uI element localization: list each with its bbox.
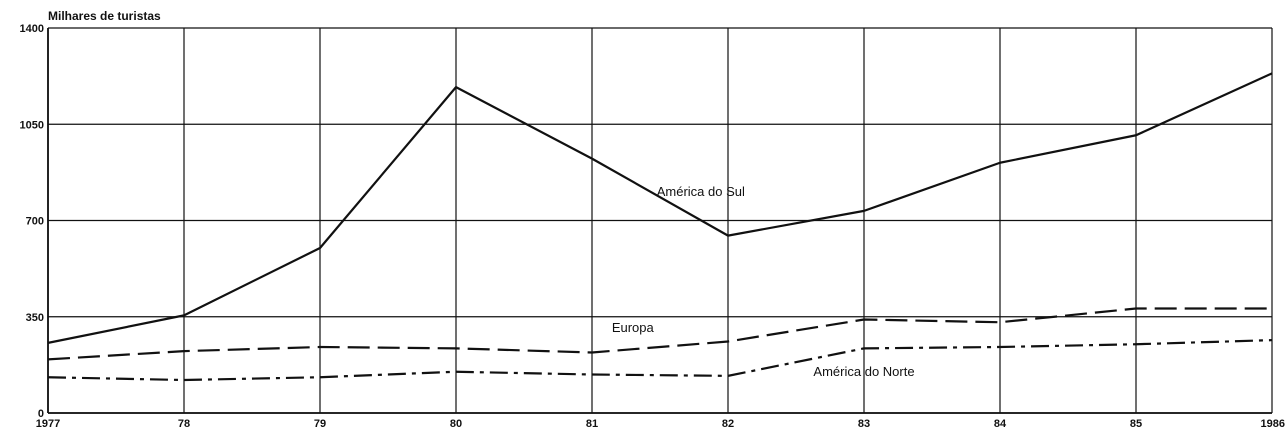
x-tick-label-83: 83 bbox=[858, 418, 870, 430]
series-line-américa-do-norte bbox=[47, 339, 1273, 382]
y-axis-title: Milhares de turistas bbox=[48, 9, 161, 23]
y-tick-label-1400: 1400 bbox=[20, 23, 44, 35]
x-tick-label-85: 85 bbox=[1130, 418, 1142, 430]
x-tick-label-79: 79 bbox=[314, 418, 326, 430]
series-label-américa-do-sul: América do Sul bbox=[657, 184, 745, 199]
labels: Milhares de turistas América do Sul Europa… bbox=[48, 9, 915, 379]
y-tick-label-350: 350 bbox=[26, 312, 44, 324]
series-lines bbox=[47, 72, 1273, 382]
x-tick-label-82: 82 bbox=[722, 418, 734, 430]
x-tick-label-1986: 1986 bbox=[1261, 418, 1285, 430]
axes: 0 350 700 1050 1400 1977 78 79 80 81 82 83 84 85 1986 bbox=[20, 23, 1285, 430]
y-tick-label-1050: 1050 bbox=[20, 119, 44, 131]
x-tick-label-80: 80 bbox=[450, 418, 462, 430]
x-tick-label-84: 84 bbox=[994, 418, 1007, 430]
y-tick-label-700: 700 bbox=[26, 216, 44, 228]
series-line-américa-do-sul bbox=[47, 72, 1273, 344]
series-line-europa bbox=[47, 307, 1272, 361]
series-label-américa-do-norte: América do Norte bbox=[813, 364, 914, 379]
y-tick-label-0: 0 bbox=[38, 408, 44, 420]
gridlines bbox=[47, 27, 1273, 414]
series-label-europa: Europa bbox=[612, 320, 655, 335]
x-tick-label-78: 78 bbox=[178, 418, 190, 430]
x-tick-label-81: 81 bbox=[586, 418, 598, 430]
x-tick-label-1977: 1977 bbox=[36, 418, 60, 430]
